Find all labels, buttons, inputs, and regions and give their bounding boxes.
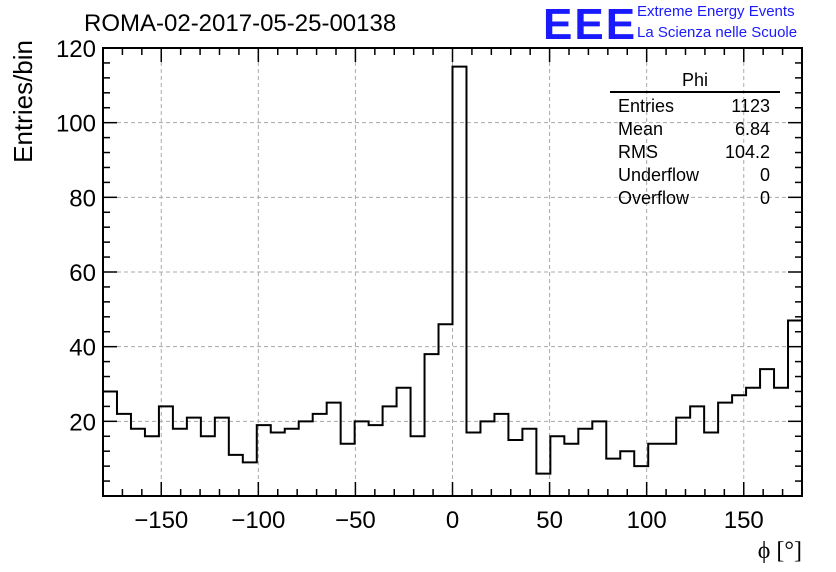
x-tick-label: −150 xyxy=(134,507,188,534)
stats-value: 6.84 xyxy=(734,119,770,139)
histogram-bin xyxy=(746,388,760,496)
histogram-bin xyxy=(411,436,425,496)
histogram-bin xyxy=(494,414,508,496)
stats-row-mean: Mean 6.84 xyxy=(610,118,780,141)
histogram-bin xyxy=(299,421,313,496)
stats-value: 0 xyxy=(759,165,770,185)
histogram-bin xyxy=(760,369,774,496)
stats-label: Mean xyxy=(618,119,664,139)
stats-box: Phi Entries 1123 Mean 6.84 RMS 104.2 Und… xyxy=(610,70,780,210)
histogram-bin xyxy=(243,462,257,496)
histogram-bin xyxy=(648,444,662,496)
y-tick-label: 80 xyxy=(69,185,96,212)
histogram-bin xyxy=(508,440,522,496)
histogram-bin xyxy=(117,414,131,496)
y-tick-label: 40 xyxy=(69,335,96,362)
histogram-bin xyxy=(397,388,411,496)
histogram-bin xyxy=(355,421,369,496)
eee-logo-line1: Extreme Energy Events xyxy=(637,3,795,20)
histogram-bin xyxy=(453,67,467,496)
stats-row-rms: RMS 104.2 xyxy=(610,141,780,164)
histogram-bin xyxy=(229,455,243,496)
histogram-bin xyxy=(550,436,564,496)
stats-label: RMS xyxy=(618,142,658,162)
histogram-bin xyxy=(732,395,746,496)
histogram-bin xyxy=(592,421,606,496)
histogram-bin xyxy=(536,474,550,496)
histogram-bin xyxy=(313,414,327,496)
y-tick-label: 20 xyxy=(69,409,96,436)
histogram-outline xyxy=(102,65,803,496)
histogram-bin xyxy=(480,421,494,496)
eee-logo-line2: La Scienza nelle Scuole xyxy=(637,24,798,41)
x-tick-label: −100 xyxy=(231,507,285,534)
histogram-bin xyxy=(173,429,187,496)
histogram-bin xyxy=(327,403,341,496)
stats-row-underflow: Underflow 0 xyxy=(610,164,780,187)
x-tick-label: 150 xyxy=(724,507,764,534)
stats-value: 104.2 xyxy=(724,142,770,162)
histogram-bin xyxy=(564,444,578,496)
histogram-bin xyxy=(341,444,355,496)
y-tick-label: 100 xyxy=(56,111,96,138)
y-tick-label: 120 xyxy=(56,36,96,63)
y-axis-label: Entries/bin xyxy=(8,40,38,163)
stats-row-entries: Entries 1123 xyxy=(610,95,780,118)
histogram-bin xyxy=(718,403,732,496)
x-axis-label: ϕ [°] xyxy=(758,538,802,564)
x-tick-label: 0 xyxy=(446,507,459,534)
histogram-bin xyxy=(145,436,159,496)
stats-label: Underflow xyxy=(618,165,700,185)
histogram-bin xyxy=(187,418,201,496)
x-tick-label: −50 xyxy=(335,507,376,534)
histogram-bin xyxy=(662,444,676,496)
histogram-bin xyxy=(131,429,145,496)
stats-label: Entries xyxy=(618,96,675,116)
histogram-bin xyxy=(704,433,718,496)
y-tick-label: 60 xyxy=(69,260,96,287)
histogram-bin xyxy=(522,429,536,496)
histogram-bin xyxy=(439,324,453,496)
histogram-bin xyxy=(466,433,480,496)
histogram-bin xyxy=(369,425,383,496)
histogram-bin xyxy=(774,388,788,496)
histogram-bin xyxy=(676,418,690,496)
stats-row-overflow: Overflow 0 xyxy=(610,187,780,210)
histogram-bin xyxy=(271,433,285,496)
stats-title: Phi xyxy=(610,70,780,93)
stats-value: 0 xyxy=(759,188,770,208)
histogram-bin xyxy=(690,406,704,496)
x-tick-label: 100 xyxy=(627,507,667,534)
histogram-bin xyxy=(201,436,215,496)
histogram-bin xyxy=(383,406,397,496)
histogram-bin xyxy=(215,418,229,496)
histogram-bin xyxy=(285,429,299,496)
chart-title: ROMA-02-2017-05-25-00138 xyxy=(84,10,397,37)
histogram-bin xyxy=(425,354,439,496)
stats-value: 1123 xyxy=(731,96,770,116)
histogram-bin xyxy=(578,429,592,496)
eee-logo: EEE xyxy=(543,0,638,49)
stats-label: Overflow xyxy=(618,188,690,208)
x-tick-label: 50 xyxy=(536,507,563,534)
